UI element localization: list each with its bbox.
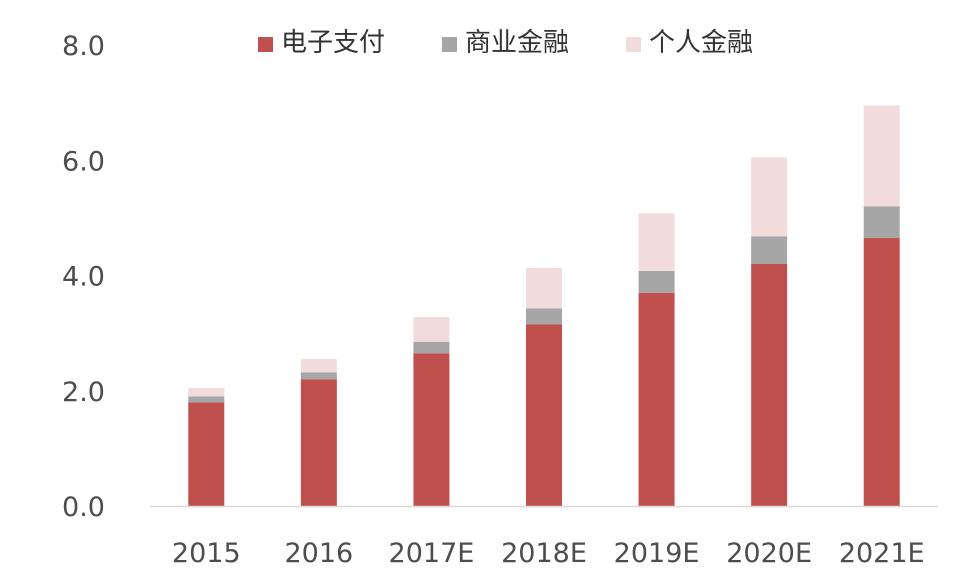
x-tick-label: 2016 — [284, 538, 353, 569]
legend-item: 商业金融 — [442, 28, 569, 58]
bar-segment-personal-finance — [526, 268, 562, 309]
x-tick-label: 2017E — [389, 538, 475, 569]
x-tick-label: 2015 — [172, 538, 241, 569]
bar-segment-business-finance — [863, 206, 900, 239]
x-tick-label: 2019E — [614, 538, 700, 569]
bar-stack-2021E — [863, 105, 900, 506]
bar-segment-business-finance — [638, 270, 675, 293]
bar-stack-2017E — [413, 316, 450, 506]
legend: 电子支付 商业金融 个人金融 — [258, 28, 753, 58]
bar-stack-2019E — [638, 213, 675, 506]
y-tick-label: 4.0 — [62, 262, 105, 293]
bar-stack-2016 — [300, 359, 337, 506]
bar-segment-business-finance — [188, 396, 225, 403]
x-tick-label: 2018E — [501, 538, 587, 569]
legend-item: 个人金融 — [626, 28, 753, 58]
bar-segment-electronic-payment — [188, 402, 225, 506]
legend-item: 电子支付 — [258, 28, 385, 58]
bar-segment-business-finance — [526, 308, 562, 325]
legend-swatch — [258, 37, 273, 52]
bar-segment-electronic-payment — [751, 263, 788, 506]
bar-segment-electronic-payment — [526, 324, 562, 506]
legend-label: 电子支付 — [281, 28, 385, 58]
bar-stack-2020E — [751, 157, 788, 506]
bars — [188, 105, 900, 506]
bar-segment-business-finance — [413, 341, 450, 354]
bar-segment-electronic-payment — [638, 292, 675, 506]
bar-segment-business-finance — [751, 236, 788, 264]
legend-label: 个人金融 — [649, 28, 753, 58]
y-axis-ticks: 0.0 2.0 4.0 6.0 8.0 — [62, 31, 105, 523]
x-axis-ticks: 2015 2016 2017E 2018E 2019E 2020E 2021E — [172, 538, 925, 569]
bar-segment-personal-finance — [638, 213, 675, 271]
x-tick-label: 2021E — [839, 538, 925, 569]
bar-segment-personal-finance — [300, 359, 337, 373]
bar-segment-electronic-payment — [300, 379, 337, 506]
bar-segment-personal-finance — [863, 105, 900, 207]
legend-swatch — [626, 37, 641, 52]
y-tick-label: 0.0 — [62, 492, 105, 523]
bar-stack-2015 — [188, 387, 225, 506]
x-tick-label: 2020E — [726, 538, 812, 569]
y-tick-label: 8.0 — [62, 31, 105, 62]
bar-segment-personal-finance — [413, 316, 450, 342]
bar-segment-electronic-payment — [863, 238, 900, 506]
bar-segment-personal-finance — [751, 157, 788, 237]
bar-segment-electronic-payment — [413, 353, 450, 506]
bar-stack-2018E — [526, 268, 562, 506]
legend-label: 商业金融 — [465, 28, 569, 58]
y-tick-label: 6.0 — [62, 146, 105, 177]
bar-segment-business-finance — [300, 372, 337, 380]
legend-swatch — [442, 37, 457, 52]
y-tick-label: 2.0 — [62, 377, 105, 408]
bar-segment-personal-finance — [188, 387, 225, 397]
